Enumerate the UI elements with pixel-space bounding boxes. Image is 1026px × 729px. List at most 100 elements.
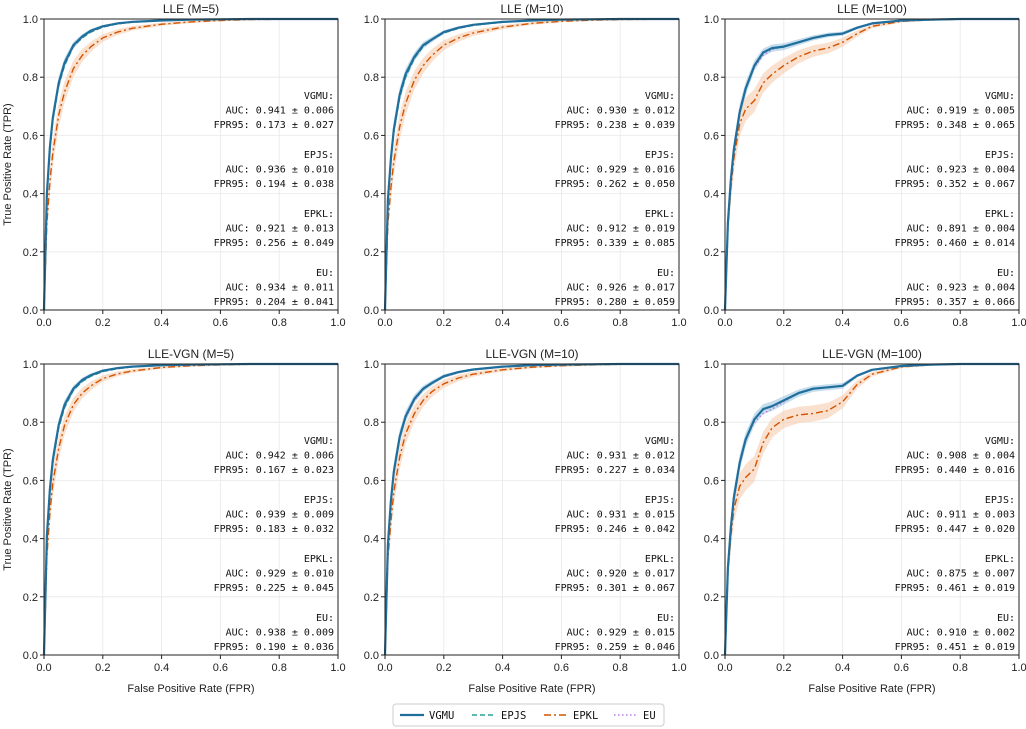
x-tick-label: 1.0	[1011, 662, 1026, 674]
legend-label-vgmu: VGMU	[429, 710, 454, 722]
stat-method-label: EPKL:	[304, 554, 334, 565]
x-tick-label: 0.6	[894, 662, 909, 674]
y-axis-label: True Positive Rate (TPR)	[2, 448, 14, 570]
legend-frame	[392, 703, 665, 727]
y-tick-label: 0.4	[23, 189, 38, 201]
x-tick-label: 1.0	[1011, 317, 1026, 329]
plot-frame	[43, 18, 339, 311]
stat-fpr95-value: FPR95: 0.451 ± 0.019	[895, 642, 1015, 653]
stat-auc-value: AUC: 0.891 ± 0.004	[907, 224, 1015, 235]
stat-method-label: EU:	[997, 613, 1015, 624]
x-tick-label: 0.0	[377, 662, 392, 674]
legend-label-epjs: EPJS	[501, 710, 526, 722]
x-axis-label: False Positive Rate (FPR)	[808, 683, 935, 695]
y-tick-label: 0.0	[23, 305, 38, 317]
y-tick-label: 0.4	[364, 534, 379, 546]
stat-fpr95-value: FPR95: 0.460 ± 0.014	[895, 238, 1015, 249]
x-tick-label: 0.2	[776, 662, 791, 674]
x-tick-label: 1.0	[671, 317, 686, 329]
stat-fpr95-value: FPR95: 0.238 ± 0.039	[555, 120, 675, 131]
stat-fpr95-value: FPR95: 0.352 ± 0.067	[895, 179, 1015, 190]
stat-method-label: EPKL:	[304, 209, 334, 220]
roc-panel: 0.0 0.2 0.4 0.6 0.8 1.0 0.0 0.2 0.4 0.6 0.8 1.0 LLE-…	[364, 347, 687, 695]
roc-panel: 0.0 0.2 0.4 0.6 0.8 1.0 0.0 0.2 0.4 0.6 0.8 1.0 LLE-…	[2, 347, 346, 695]
panel-title: LLE-VGN (M=5)	[148, 347, 234, 361]
stat-auc-value: AUC: 0.929 ± 0.010	[226, 569, 334, 580]
stat-auc-value: AUC: 0.926 ± 0.017	[567, 283, 675, 294]
stat-fpr95-value: FPR95: 0.440 ± 0.016	[895, 465, 1015, 476]
stat-auc-value: AUC: 0.934 ± 0.011	[226, 283, 334, 294]
stat-auc-value: AUC: 0.923 ± 0.004	[907, 283, 1015, 294]
x-tick-label: 1.0	[330, 317, 345, 329]
roc-panel: 0.0 0.2 0.4 0.6 0.8 1.0 0.0 0.2 0.4 0.6 0.8 1.0 LLE …	[364, 2, 687, 329]
stat-fpr95-value: FPR95: 0.190 ± 0.036	[214, 642, 334, 653]
x-tick-label: 0.6	[213, 662, 228, 674]
y-tick-label: 0.2	[23, 592, 38, 604]
stat-method-label: EPKL:	[645, 554, 675, 565]
x-tick-label: 0.0	[377, 317, 392, 329]
plot-frame	[724, 18, 1020, 311]
stat-fpr95-value: FPR95: 0.259 ± 0.046	[555, 642, 675, 653]
stat-fpr95-value: FPR95: 0.194 ± 0.038	[214, 179, 334, 190]
stat-auc-value: AUC: 0.942 ± 0.006	[226, 451, 334, 462]
y-axis-label: True Positive Rate (TPR)	[2, 103, 14, 225]
y-tick-label: 1.0	[704, 359, 719, 371]
stat-method-label: VGMU:	[304, 436, 334, 447]
stat-auc-value: AUC: 0.929 ± 0.015	[567, 628, 675, 639]
x-tick-label: 0.0	[36, 317, 51, 329]
stat-method-label: EPJS:	[645, 495, 675, 506]
stat-fpr95-value: FPR95: 0.262 ± 0.050	[555, 179, 675, 190]
stat-method-label: VGMU:	[985, 436, 1015, 447]
stat-method-label: EPJS:	[304, 150, 334, 161]
stat-fpr95-value: FPR95: 0.183 ± 0.032	[214, 524, 334, 535]
stat-method-label: VGMU:	[645, 436, 675, 447]
x-tick-label: 0.0	[36, 662, 51, 674]
stat-method-label: VGMU:	[645, 91, 675, 102]
y-tick-label: 0.2	[364, 592, 379, 604]
stat-method-label: EU:	[997, 268, 1015, 279]
y-tick-label: 0.4	[23, 534, 38, 546]
y-tick-label: 0.8	[364, 72, 379, 84]
stat-method-label: EPKL:	[645, 209, 675, 220]
y-tick-label: 0.2	[23, 247, 38, 259]
y-tick-label: 0.6	[704, 130, 719, 142]
stat-fpr95-value: FPR95: 0.280 ± 0.059	[555, 297, 675, 308]
y-tick-label: 0.4	[704, 534, 719, 546]
stat-auc-value: AUC: 0.921 ± 0.013	[226, 224, 334, 235]
stat-fpr95-value: FPR95: 0.204 ± 0.041	[214, 297, 334, 308]
y-tick-label: 0.8	[704, 72, 719, 84]
x-tick-label: 0.8	[953, 662, 968, 674]
x-tick-label: 0.8	[613, 662, 628, 674]
y-tick-label: 1.0	[23, 14, 38, 26]
stat-fpr95-value: FPR95: 0.461 ± 0.019	[895, 583, 1015, 594]
stat-method-label: VGMU:	[304, 91, 334, 102]
stat-fpr95-value: FPR95: 0.225 ± 0.045	[214, 583, 334, 594]
panel-title: LLE (M=10)	[500, 2, 563, 16]
x-tick-label: 0.6	[213, 317, 228, 329]
stat-auc-value: AUC: 0.919 ± 0.005	[907, 106, 1015, 117]
x-tick-label: 0.4	[154, 317, 169, 329]
x-tick-label: 0.2	[95, 662, 110, 674]
y-tick-label: 1.0	[364, 359, 379, 371]
x-axis-label: False Positive Rate (FPR)	[127, 683, 254, 695]
x-tick-label: 0.8	[272, 317, 287, 329]
stat-auc-value: AUC: 0.908 ± 0.004	[907, 451, 1015, 462]
y-tick-label: 0.0	[704, 650, 719, 662]
stat-fpr95-value: FPR95: 0.167 ± 0.023	[214, 465, 334, 476]
stat-method-label: EU:	[316, 268, 334, 279]
stat-auc-value: AUC: 0.930 ± 0.012	[567, 106, 675, 117]
x-tick-label: 0.6	[894, 317, 909, 329]
x-tick-label: 0.4	[495, 317, 510, 329]
panel-title: LLE (M=100)	[837, 2, 907, 16]
stat-fpr95-value: FPR95: 0.301 ± 0.067	[555, 583, 675, 594]
stat-method-label: EPJS:	[304, 495, 334, 506]
y-tick-label: 0.8	[23, 72, 38, 84]
stat-method-label: EU:	[657, 268, 675, 279]
y-tick-label: 0.8	[364, 417, 379, 429]
panel-title: LLE-VGN (M=10)	[485, 347, 578, 361]
stat-auc-value: AUC: 0.939 ± 0.009	[226, 510, 334, 521]
stat-fpr95-value: FPR95: 0.447 ± 0.020	[895, 524, 1015, 535]
plot-frame	[724, 363, 1020, 656]
legend-label-epkl: EPKL	[573, 710, 598, 722]
